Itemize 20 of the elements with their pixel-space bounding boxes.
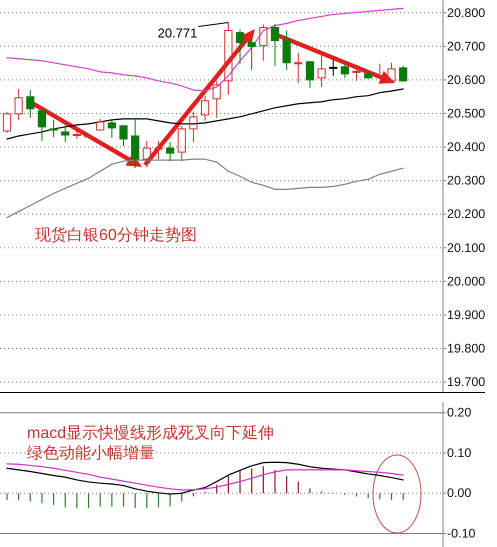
- y-tick-label: 19.800: [447, 342, 486, 356]
- y-tick-label: 19.700: [447, 375, 486, 390]
- title: 现货白银60分钟走势图: [35, 227, 197, 244]
- y-tick-label: 20.200: [447, 207, 486, 222]
- y-tick-label: 20.500: [447, 106, 486, 120]
- y-tick-label: 20.800: [447, 6, 486, 20]
- y-tick-label: 0.20: [447, 406, 472, 420]
- annotation: 绿色动能小幅增量: [27, 445, 155, 462]
- y-tick-label: 19.900: [447, 308, 486, 322]
- annotation: macd显示快慢线形成死叉向下延伸: [27, 425, 274, 442]
- y-tick-label: 20.700: [447, 39, 486, 54]
- y-tick-label: -0.10: [447, 526, 476, 540]
- y-tick-label: 0.00: [447, 486, 472, 500]
- y-tick-label: 0.10: [447, 446, 472, 460]
- y-tick-label: 20.000: [447, 274, 486, 288]
- y-tick-label: 20.400: [447, 140, 486, 154]
- annotation: 20.771: [158, 26, 198, 40]
- y-tick-label: 20.100: [447, 240, 486, 255]
- y-tick-label: 20.600: [447, 72, 486, 87]
- y-tick-label: 20.300: [447, 174, 486, 188]
